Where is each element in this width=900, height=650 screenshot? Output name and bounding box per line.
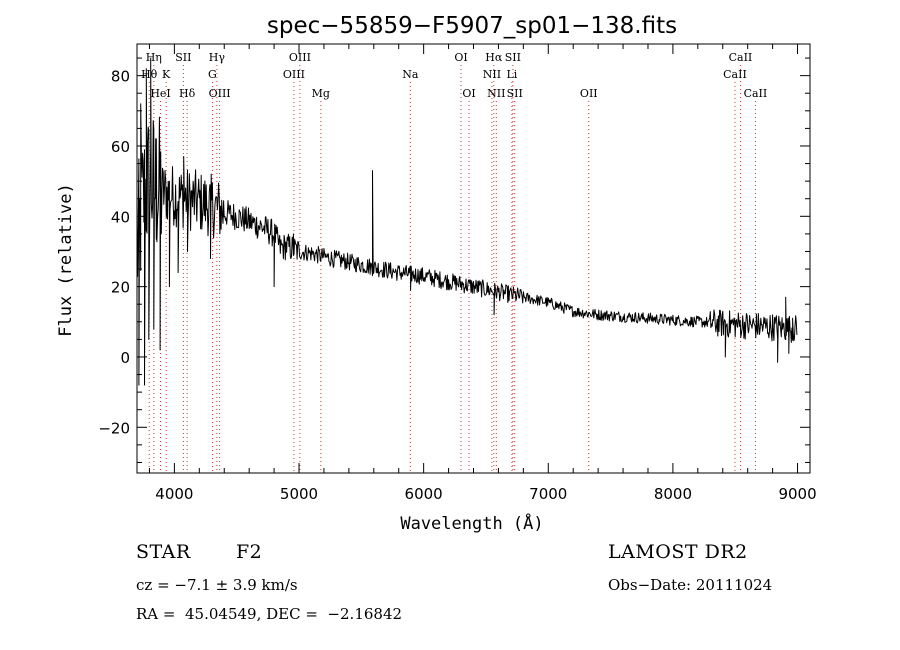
- x-tick-label: 9000: [778, 485, 816, 503]
- line-label: Na: [402, 68, 419, 81]
- line-label: Hγ: [209, 51, 226, 64]
- x-tick-label: 4000: [155, 485, 193, 503]
- flux-series: [136, 57, 798, 386]
- x-axis-label: Wavelength (Å): [400, 512, 543, 534]
- obs-date: Obs−Date: 20111024: [608, 576, 773, 594]
- emission-line-markers: [148, 65, 756, 473]
- survey-name: LAMOST DR2: [608, 541, 748, 563]
- object-subclass: F2: [236, 541, 263, 563]
- line-label: SII: [505, 51, 521, 64]
- line-label: NII: [487, 87, 505, 100]
- line-label: Mg: [312, 87, 330, 100]
- line-label: NII: [483, 68, 501, 81]
- chart-title: spec−55859−F5907_sp01−138.fits: [267, 13, 677, 39]
- line-label: CaII: [744, 87, 768, 100]
- x-tick-label: 7000: [529, 485, 567, 503]
- line-label: Hη: [146, 51, 162, 64]
- y-tick-label: 60: [111, 138, 130, 156]
- line-label: Hα: [485, 51, 503, 64]
- line-label: CaII: [723, 68, 747, 81]
- line-label: Li: [506, 68, 517, 81]
- flux-line: [136, 57, 798, 386]
- y-tick-label: 20: [111, 279, 130, 297]
- line-label: OI: [454, 51, 467, 64]
- line-label: OIII: [283, 68, 305, 81]
- y-tick-label: 40: [111, 208, 130, 226]
- line-label: SII: [507, 87, 523, 100]
- line-label: OI: [462, 87, 475, 100]
- line-label: CaII: [729, 51, 753, 64]
- y-tick-label: 80: [111, 68, 130, 86]
- line-label: OIII: [289, 51, 311, 64]
- line-label: SII: [175, 51, 191, 64]
- y-axis-label: Flux (relative): [56, 183, 76, 337]
- coordinates: RA = 45.04549, DEC = −2.16842: [136, 605, 403, 623]
- x-tick-label: 8000: [654, 485, 692, 503]
- line-label: HeI: [150, 87, 170, 100]
- line-label: OII: [580, 87, 598, 100]
- line-label: OIII: [209, 87, 231, 100]
- object-class: STAR: [136, 541, 191, 563]
- y-tick-label: 0: [120, 349, 130, 367]
- x-tick-label: 5000: [280, 485, 318, 503]
- redshift-readout: cz = −7.1 ± 3.9 km/s: [136, 576, 298, 594]
- line-label: G: [208, 68, 217, 81]
- axis-ticks: 4000 5000 6000 7000 8000 9000 −20 0 20 40 60 80: [98, 44, 817, 503]
- line-label: Hθ: [141, 68, 158, 81]
- line-label: Hδ: [179, 87, 196, 100]
- x-tick-label: 6000: [405, 485, 443, 503]
- y-tick-label: −20: [98, 419, 130, 437]
- plot-frame: [136, 43, 811, 474]
- line-label: K: [162, 68, 171, 81]
